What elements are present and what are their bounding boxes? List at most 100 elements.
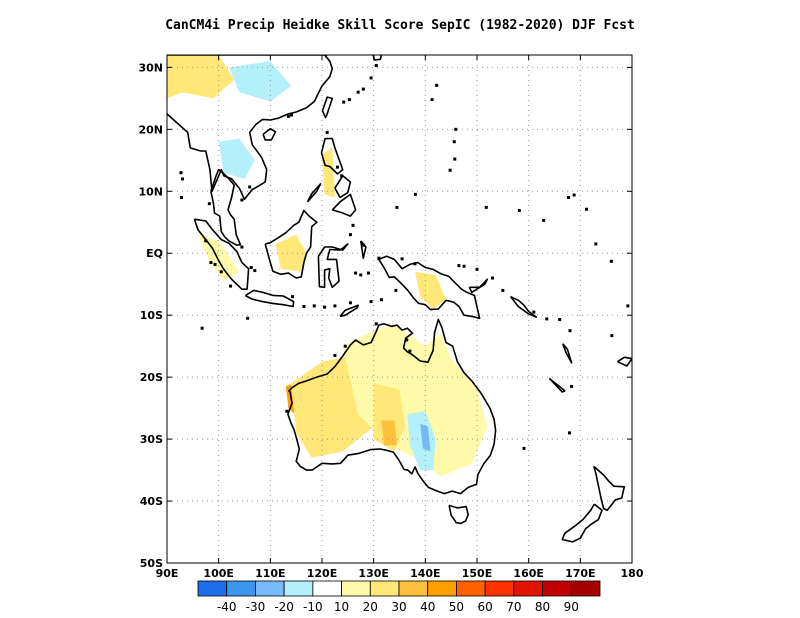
- plot-background: [167, 55, 632, 563]
- island-dot: [475, 267, 479, 271]
- skill-patch-china-blue: [229, 61, 291, 102]
- colorbar-label: 80: [535, 600, 550, 614]
- island-dot: [207, 202, 211, 206]
- colorbar-label: 10: [334, 600, 349, 614]
- island-dot: [213, 262, 217, 266]
- island-dot: [359, 273, 363, 277]
- island-dot: [454, 127, 458, 131]
- colorbar-swatch: [226, 580, 256, 597]
- island-dot: [181, 177, 184, 181]
- island-dot: [462, 264, 466, 268]
- island-dot: [610, 334, 614, 338]
- skill-patch-indochina-blue: [218, 138, 255, 179]
- island-dot: [209, 261, 213, 265]
- coastline-borneo: [264, 209, 318, 279]
- coastline-luzon: [320, 137, 344, 175]
- y-tick-label: 40S: [140, 495, 163, 508]
- island-dot: [325, 130, 329, 134]
- skill-patch-sumatra: [198, 234, 240, 282]
- island-dot: [566, 195, 570, 199]
- skill-patch-borneo: [275, 234, 307, 272]
- x-tick-label: 90E: [156, 567, 179, 580]
- island-dot: [395, 205, 399, 209]
- coastline-tasmania: [448, 504, 470, 525]
- island-dot: [333, 304, 337, 308]
- island-dot: [517, 208, 521, 212]
- island-dot: [323, 305, 327, 309]
- colorbar-swatch: [255, 580, 285, 597]
- axes: 90E 100E 110E 120E 130E 140E 150E 160E 170E 180 30…: [138, 55, 644, 580]
- island-dot: [291, 295, 295, 299]
- island-dot: [286, 114, 290, 118]
- island-dot: [369, 76, 373, 80]
- island-dot: [413, 262, 417, 266]
- y-tick-label: 10N: [138, 185, 163, 198]
- colorbar-swatch: [283, 580, 314, 597]
- island-dot: [572, 193, 576, 197]
- colorbar-swatch: [312, 580, 342, 597]
- skill-patch-australia-central: [373, 383, 405, 452]
- y-tick-label: 10S: [140, 309, 163, 322]
- coastline-nz-north: [593, 465, 626, 512]
- coastlines: [167, 55, 632, 543]
- colorbar-swatch: [398, 580, 429, 597]
- island-dot: [354, 271, 358, 275]
- island-dot: [361, 87, 365, 91]
- y-tick-label: 50S: [140, 557, 163, 570]
- skill-patch-se-australia-blue: [407, 411, 436, 471]
- colorbar-label: -20: [274, 600, 294, 614]
- island-dot: [312, 304, 316, 308]
- colorbar-swatch: [197, 580, 228, 597]
- colorbar-label: 30: [391, 600, 406, 614]
- coastline-new-britain: [468, 278, 489, 294]
- x-tick-label: 110E: [255, 567, 285, 580]
- skill-patch-new-guinea: [415, 271, 446, 309]
- coastline-new-guinea: [378, 255, 481, 320]
- colorbar-label: 50: [449, 600, 464, 614]
- island-dot: [348, 233, 352, 237]
- island-dot: [408, 349, 412, 353]
- coastline-sumatra: [193, 218, 250, 291]
- skill-patch-philippines: [322, 147, 335, 198]
- island-dot: [356, 90, 360, 94]
- island-dot: [568, 329, 572, 333]
- island-dot: [285, 409, 289, 413]
- colorbar-label: -10: [303, 600, 323, 614]
- coastline-new-caledonia: [548, 377, 566, 393]
- x-tick-label: 180: [621, 567, 644, 580]
- island-dot: [374, 322, 378, 326]
- skill-patch-se-australia-deeper-blue: [420, 423, 431, 452]
- map-title: CanCM4i Precip Heidke Skill Score SepIC …: [165, 18, 635, 33]
- x-tick-label: 140E: [410, 567, 440, 580]
- coastline-java: [244, 289, 295, 308]
- island-dot: [204, 239, 208, 243]
- island-dot: [405, 338, 409, 342]
- island-dot: [484, 205, 488, 209]
- island-dot: [246, 316, 250, 320]
- island-dot: [351, 223, 355, 227]
- island-dot: [501, 288, 505, 292]
- coastline-timor: [339, 304, 360, 318]
- island-dot: [374, 64, 378, 68]
- x-tick-label: 100E: [203, 567, 233, 580]
- island-dot: [400, 257, 404, 261]
- island-dot: [179, 195, 183, 199]
- coastline-malay-peninsula: [210, 168, 242, 246]
- coastline-visayas: [334, 175, 352, 199]
- y-tick-label: 20N: [138, 123, 163, 136]
- island-dot: [179, 171, 183, 175]
- colorbar-label: -40: [217, 600, 237, 614]
- island-dot: [361, 243, 365, 247]
- island-dot: [457, 264, 461, 268]
- island-dot: [240, 245, 244, 249]
- island-dot: [219, 270, 223, 274]
- island-dot: [377, 256, 381, 260]
- coastline-palawan: [306, 183, 322, 203]
- island-dot: [342, 100, 346, 104]
- island-dot: [452, 140, 456, 144]
- island-dot: [379, 298, 383, 302]
- colorbar-swatch: [542, 580, 572, 597]
- skill-patch-australia-north: [342, 324, 488, 477]
- island-dot: [348, 301, 352, 305]
